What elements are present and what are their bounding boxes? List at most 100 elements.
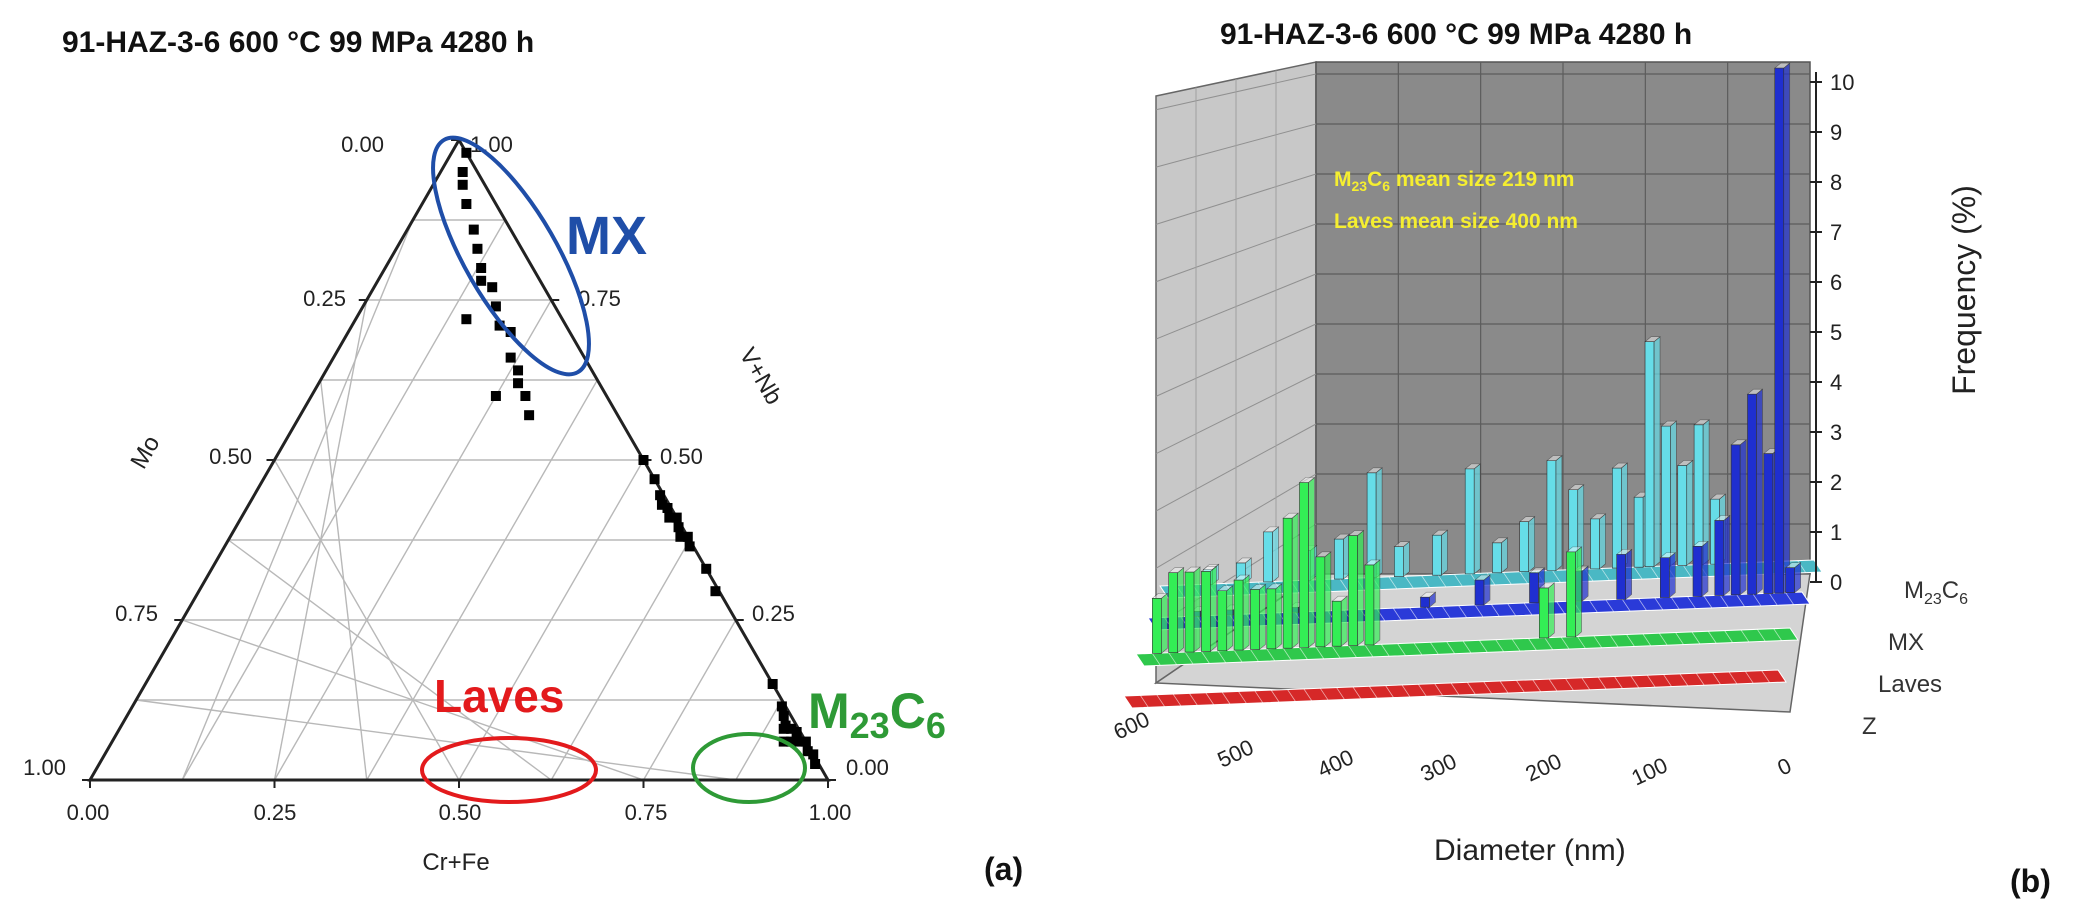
row-stripe-line-3-28 xyxy=(1581,677,1591,691)
bar-m23c6-10 xyxy=(1518,516,1536,573)
point-m23c6-9 xyxy=(793,736,804,747)
row-stripe-line-1-38 xyxy=(1768,593,1778,606)
bar-laves-3 xyxy=(1200,565,1218,653)
row-stripe-line-2-8 xyxy=(1266,648,1276,662)
grid-line-7-1 xyxy=(136,699,736,781)
point-laves-11 xyxy=(701,563,712,574)
bar-m23c6-5 xyxy=(1366,467,1383,579)
bar-mx-7 xyxy=(1615,548,1633,601)
bar-m23c6-9 xyxy=(1491,537,1509,574)
row-stripe-line-0-29 xyxy=(1633,566,1643,580)
bar-m23c6-8 xyxy=(1464,463,1482,575)
series-label-mx: MX xyxy=(1888,629,1924,656)
point-m23c6-8 xyxy=(791,727,802,737)
row-stripe-line-1-39 xyxy=(1785,592,1794,605)
row-stripe-line-2-1 xyxy=(1152,653,1161,666)
row-stripe-line-1-32 xyxy=(1670,596,1680,610)
row-stripe-line-2-35 xyxy=(1707,631,1717,644)
row-stripe-line-3-17 xyxy=(1401,684,1411,698)
point-m23c6-10 xyxy=(800,736,811,747)
point-mx-10 xyxy=(494,320,505,331)
point-m23c6-13 xyxy=(810,759,821,769)
point-laves-8 xyxy=(675,531,686,542)
row-stripe-line-1-35 xyxy=(1719,595,1729,608)
row-stripe-line-1-33 xyxy=(1687,596,1696,609)
row-stripe-line-3-11 xyxy=(1303,688,1313,702)
point-mx-18 xyxy=(490,391,501,401)
point-m23c6-4 xyxy=(778,723,789,734)
bar-m23c6-6 xyxy=(1393,541,1411,578)
row-stripe-line-3-25 xyxy=(1532,679,1542,692)
row-stripe-line-3-0 xyxy=(1123,695,1133,709)
point-laves-7 xyxy=(673,522,684,533)
row-stripe-line-2-15 xyxy=(1380,644,1390,657)
row-stripe-line-3-20 xyxy=(1450,682,1460,696)
ytick-4: 4 xyxy=(1830,370,1842,395)
bar-laves-2 xyxy=(1184,566,1201,653)
x-axis-title: Diameter (nm) xyxy=(1434,834,1626,867)
row-stripe-line-2-7 xyxy=(1250,649,1259,662)
row-stripe-line-2-39 xyxy=(1773,628,1782,641)
tick-right-3: 0.25 xyxy=(752,601,795,626)
row-stripe-line-2-10 xyxy=(1299,647,1308,660)
grid-line-6-1 xyxy=(182,619,644,781)
point-mx-5 xyxy=(472,243,483,254)
row-stripe-line-1-16 xyxy=(1409,607,1418,620)
row-stripe-line-2-32 xyxy=(1658,632,1668,646)
bar-m23c6-12 xyxy=(1567,484,1585,571)
row-stripe-line-1-15 xyxy=(1392,608,1402,621)
tick-right-2: 0.50 xyxy=(660,444,703,469)
bar-m23c6-2 xyxy=(1262,526,1280,583)
row-stripe-line-2-37 xyxy=(1740,629,1750,643)
row-stripe-line-2-26 xyxy=(1560,636,1570,650)
tick-left-2: 0.50 xyxy=(209,444,252,469)
point-mx-7 xyxy=(476,275,487,286)
row-stripe-line-2-21 xyxy=(1479,640,1488,653)
row-stripe-line-3-8 xyxy=(1254,690,1264,704)
annotation-laves: Laves mean size 400 nm xyxy=(1334,210,1578,233)
row-stripe-line-1-37 xyxy=(1752,593,1762,607)
grid-line-1-0 xyxy=(181,219,506,781)
ytick-2: 2 xyxy=(1830,470,1842,495)
point-laves-4 xyxy=(662,503,673,513)
row-stripe-line-2-25 xyxy=(1544,637,1554,650)
bar-laves-14 xyxy=(1538,582,1556,639)
row-stripe-line-0-21 xyxy=(1503,572,1512,585)
bar3d-title: 91-HAZ-3-6 600 °C 99 MPa 4280 h xyxy=(1220,18,1692,51)
bars xyxy=(1151,62,1802,654)
row-stripe-line-3-22 xyxy=(1483,681,1493,694)
ytick-10: 10 xyxy=(1830,70,1854,95)
bar-m23c6-17 xyxy=(1660,420,1678,567)
bar-mx-12 xyxy=(1746,388,1764,595)
bar-mx-5 xyxy=(1528,567,1546,604)
point-laves-6 xyxy=(671,512,682,523)
row-stripe-line-1-18 xyxy=(1441,606,1451,619)
row-stripe-line-3-13 xyxy=(1336,687,1345,700)
point-m23c6-12 xyxy=(808,749,819,760)
row-stripe-line-1-34 xyxy=(1703,595,1713,609)
row-stripe-line-2-24 xyxy=(1528,638,1537,651)
row-stripe-line-3-3 xyxy=(1172,693,1182,707)
point-laves-9 xyxy=(682,531,693,542)
point-m23c6-0 xyxy=(767,679,778,689)
panel-label-b: (b) xyxy=(2010,863,2051,899)
grid-line-3-0 xyxy=(366,379,598,781)
row-stripe-line-1-28 xyxy=(1605,599,1615,613)
ytick-3: 3 xyxy=(1830,420,1842,445)
m23c6-ellipse xyxy=(691,732,807,804)
bar-laves-6 xyxy=(1249,583,1267,651)
row-stripe-line-3-37 xyxy=(1728,671,1738,685)
row-stripe-line-1-29 xyxy=(1621,598,1631,612)
tick-bottom-0: 0.00 xyxy=(67,800,110,825)
bar-m23c6-7 xyxy=(1431,529,1449,576)
row-stripe-line-2-12 xyxy=(1331,645,1341,659)
row-stripe-line-2-6 xyxy=(1233,649,1243,663)
laves-label: Laves xyxy=(434,670,564,722)
row-stripe-line-0-18 xyxy=(1453,574,1463,587)
row-stripe-line-3-33 xyxy=(1663,674,1672,687)
point-laves-2 xyxy=(655,490,666,501)
ytick-6: 6 xyxy=(1830,270,1842,295)
row-stripe-line-3-34 xyxy=(1679,673,1689,687)
row-stripe-line-3-27 xyxy=(1565,678,1574,691)
row-stripe-line-2-34 xyxy=(1691,631,1701,645)
